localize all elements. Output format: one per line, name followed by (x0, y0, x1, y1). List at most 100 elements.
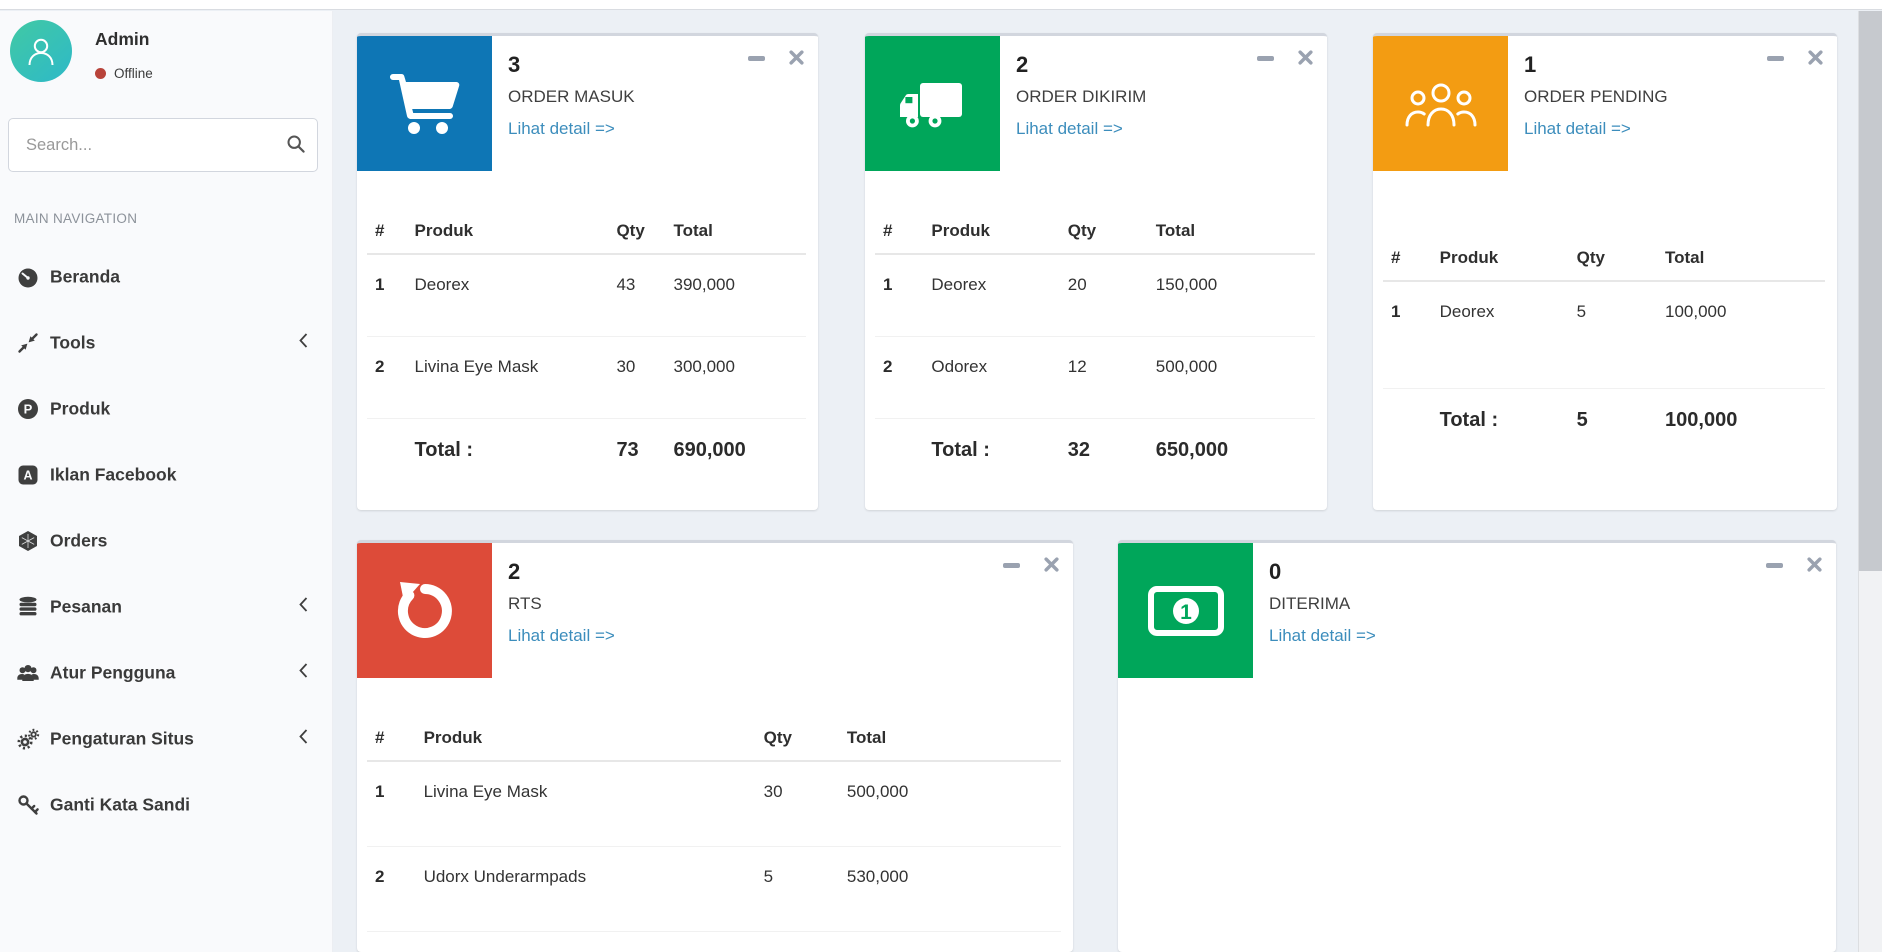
detail-link[interactable]: Lihat detail => (1016, 119, 1123, 138)
card-label: DITERIMA (1269, 594, 1351, 613)
card-label: RTS (508, 594, 542, 613)
user-name: Admin (95, 29, 150, 49)
card-order-pending: 1 ORDER PENDING Lihat detail => # Produk… (1373, 33, 1837, 510)
dashboard-icon (15, 265, 41, 289)
minimize-button[interactable] (1766, 563, 1783, 568)
table-header-row: # Produk Qty Total (367, 718, 1061, 762)
table-header-row: # Produk Qty Total (367, 211, 806, 255)
table-row: 1 Deorex 5 100,000 (1383, 281, 1825, 389)
minimize-button[interactable] (1003, 563, 1020, 568)
close-icon (1298, 50, 1313, 65)
table-total-row: Total : 73 690,000 (414, 439, 746, 461)
chevron-left-icon (299, 729, 308, 750)
table-total-row: Total : 32 650,000 (931, 439, 1229, 461)
minimize-button[interactable] (1257, 56, 1274, 61)
users-icon (15, 661, 41, 685)
detail-link[interactable]: Lihat detail => (508, 119, 615, 138)
scrollbar-thumb[interactable] (1859, 11, 1882, 571)
table-total-row: Total : (367, 932, 1061, 952)
cart-icon (357, 36, 492, 171)
users-group-icon (1373, 36, 1508, 171)
close-button[interactable] (789, 50, 804, 65)
close-button[interactable] (1807, 557, 1822, 572)
sidebar-item-tools[interactable]: Tools (0, 310, 332, 376)
top-strip (0, 0, 1882, 10)
close-icon (1807, 557, 1822, 572)
ads-icon: A (15, 463, 41, 487)
close-button[interactable] (1044, 557, 1059, 572)
sidebar-item-produk[interactable]: P Produk (0, 376, 332, 442)
detail-link[interactable]: Lihat detail => (1524, 119, 1631, 138)
svg-text:A: A (23, 468, 32, 482)
chevron-left-icon (299, 597, 308, 618)
undo-icon (357, 543, 492, 678)
sidebar-item-iklan-facebook[interactable]: A Iklan Facebook (0, 442, 332, 508)
sidebar-item-ganti-kata-sandi[interactable]: Ganti Kata Sandi (0, 772, 332, 838)
database-icon (15, 595, 41, 619)
search-input[interactable] (8, 118, 318, 172)
table-row: 1 Livina Eye Mask 30 500,000 (367, 761, 1061, 847)
chevron-left-icon (299, 663, 308, 684)
orders-table: # Produk Qty Total 1 Deorex 20 150,000 2… (875, 211, 1315, 462)
detail-link[interactable]: Lihat detail => (508, 626, 615, 645)
sidebar-menu: Beranda Tools P Produk A Iklan Facebook (0, 244, 332, 838)
card-order-masuk: 3 ORDER MASUK Lihat detail => # Produk Q… (357, 33, 818, 510)
card-count: 0 (1269, 559, 1282, 584)
avatar (10, 20, 72, 82)
table-row: 1 Deorex 20 150,000 (875, 254, 1315, 337)
nav-section-label: MAIN NAVIGATION (14, 211, 138, 226)
card-count: 3 (508, 52, 521, 77)
close-icon (789, 50, 804, 65)
minimize-button[interactable] (748, 56, 765, 61)
close-button[interactable] (1808, 50, 1823, 65)
card-label: ORDER MASUK (508, 87, 635, 106)
table-header-row: # Produk Qty Total (875, 211, 1315, 255)
close-icon (1808, 50, 1823, 65)
card-diterima: 1 0 DITERIMA Lihat detail => (1118, 540, 1836, 952)
orders-table: # Produk Qty Total 1 Deorex 5 100,000 To… (1383, 238, 1825, 432)
card-label: ORDER PENDING (1524, 87, 1668, 106)
close-button[interactable] (1298, 50, 1313, 65)
product-icon: P (15, 397, 41, 421)
detail-link[interactable]: Lihat detail => (1269, 626, 1376, 645)
sidebar: Admin Offline MAIN NAVIGATION Beranda To… (0, 11, 333, 952)
sidebar-item-beranda[interactable]: Beranda (0, 244, 332, 310)
sidebar-item-pengaturan-situs[interactable]: Pengaturan Situs (0, 706, 332, 772)
svg-text:P: P (24, 402, 33, 417)
orders-table: # Produk Qty Total 1 Deorex 43 390,000 2… (367, 211, 806, 462)
gears-icon (15, 727, 41, 751)
table-row: 2 Udorx Underarmpads 5 530,000 (367, 846, 1061, 932)
arrows-icon (15, 331, 41, 355)
search-icon (287, 135, 305, 153)
table-row: 2 Livina Eye Mask 30 300,000 (367, 336, 806, 419)
money-icon: 1 (1118, 543, 1253, 678)
truck-icon (865, 36, 1000, 171)
table-row: 2 Odorex 12 500,000 (875, 336, 1315, 419)
status-text: Offline (114, 66, 153, 81)
offline-dot-icon (95, 68, 106, 79)
card-label: ORDER DIKIRIM (1016, 87, 1147, 106)
search-box (8, 118, 318, 172)
search-button[interactable] (286, 134, 306, 157)
minimize-button[interactable] (1767, 56, 1784, 61)
card-rts: 2 RTS Lihat detail => # Produk Qty Total… (357, 540, 1073, 952)
svg-text:1: 1 (1180, 600, 1192, 623)
person-icon (28, 38, 54, 66)
table-header-row: # Produk Qty Total (1383, 238, 1825, 282)
card-count: 2 (508, 559, 521, 584)
orders-table: # Produk Qty Total 1 Livina Eye Mask 30 … (367, 718, 1061, 952)
table-row: 1 Deorex 43 390,000 (367, 254, 806, 337)
user-status: Offline (95, 66, 153, 81)
sidebar-item-atur-pengguna[interactable]: Atur Pengguna (0, 640, 332, 706)
card-count: 2 (1016, 52, 1029, 77)
key-icon (15, 793, 41, 817)
table-total-row: Total : 5 100,000 (1439, 409, 1738, 431)
close-icon (1044, 557, 1059, 572)
sidebar-item-pesanan[interactable]: Pesanan (0, 574, 332, 640)
scrollbar (1858, 11, 1882, 952)
chevron-left-icon (299, 333, 308, 354)
card-count: 1 (1524, 52, 1537, 77)
sidebar-item-orders[interactable]: Orders (0, 508, 332, 574)
card-order-dikirim: 2 ORDER DIKIRIM Lihat detail => # Produk… (865, 33, 1327, 510)
hexagon-icon (15, 529, 41, 553)
